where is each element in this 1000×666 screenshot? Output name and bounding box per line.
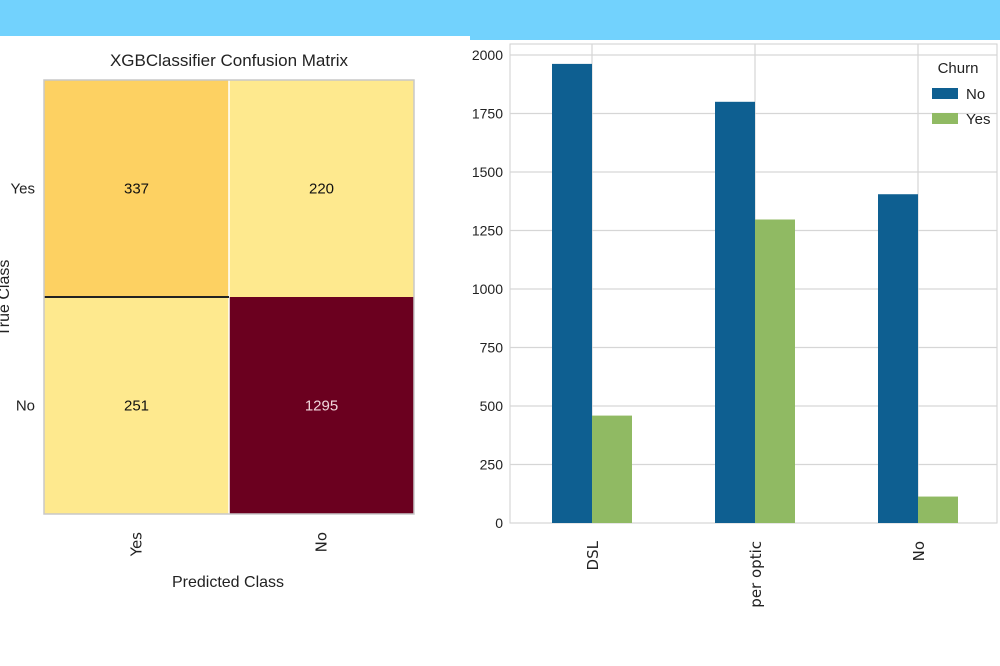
plot-area xyxy=(509,43,998,524)
cm-x-tick-label: No xyxy=(313,532,331,552)
x-tick-label: per optic xyxy=(747,541,765,608)
bar-no-2 xyxy=(878,194,918,524)
cm-cell-label: 337 xyxy=(124,181,149,198)
bar-yes-1 xyxy=(755,219,795,523)
cm-cell-1-0 xyxy=(44,297,229,514)
y-tick-label: 2000 xyxy=(472,47,503,63)
cm-cell-0-1 xyxy=(229,80,414,297)
legend: Churn No Yes xyxy=(932,60,990,128)
y-tick-label: 750 xyxy=(480,340,504,356)
cm-x-tick-label: Yes xyxy=(128,532,146,557)
y-tick-label: 0 xyxy=(495,515,503,531)
bar-yes-2 xyxy=(918,496,958,523)
bar-no-1 xyxy=(715,101,755,524)
confusion-matrix-chart: XGBClassifier Confusion Matrix 337 220 251… xyxy=(0,51,415,591)
y-tick-label: 1500 xyxy=(472,164,503,180)
legend-swatch-no xyxy=(932,88,958,99)
x-tick-label: No xyxy=(910,541,928,561)
y-tick-label: 500 xyxy=(480,398,504,414)
cm-y-axis-label: True Class xyxy=(0,260,13,337)
y-tick-label: 250 xyxy=(480,457,504,473)
cm-x-axis-label: Predicted Class xyxy=(172,574,284,591)
cm-y-tick-label: No xyxy=(16,398,35,415)
legend-swatch-yes xyxy=(932,113,958,124)
cm-cell-0-0 xyxy=(44,80,229,297)
bar-yes-0 xyxy=(592,415,632,523)
cm-y-tick-label: Yes xyxy=(11,181,35,198)
cm-cell-label: 220 xyxy=(309,181,334,198)
legend-label-no: No xyxy=(966,86,985,103)
x-tick-label: DSL xyxy=(584,540,602,570)
legend-label-yes: Yes xyxy=(966,111,990,128)
y-tick-label: 1750 xyxy=(472,106,503,122)
y-tick-label: 1250 xyxy=(472,223,503,239)
cm-title: XGBClassifier Confusion Matrix xyxy=(110,51,349,70)
left-panel-edge xyxy=(0,36,470,42)
top-banner xyxy=(0,0,1000,40)
cm-cell-label: 251 xyxy=(124,398,149,415)
legend-title: Churn xyxy=(938,60,979,77)
y-tick-label: 1000 xyxy=(472,281,503,297)
cm-cell-label: 1295 xyxy=(305,398,338,415)
cm-frame xyxy=(43,79,415,515)
right-panel-edge xyxy=(470,40,510,44)
cm-cell-1-1 xyxy=(229,297,414,514)
bar-no-0 xyxy=(552,63,592,523)
